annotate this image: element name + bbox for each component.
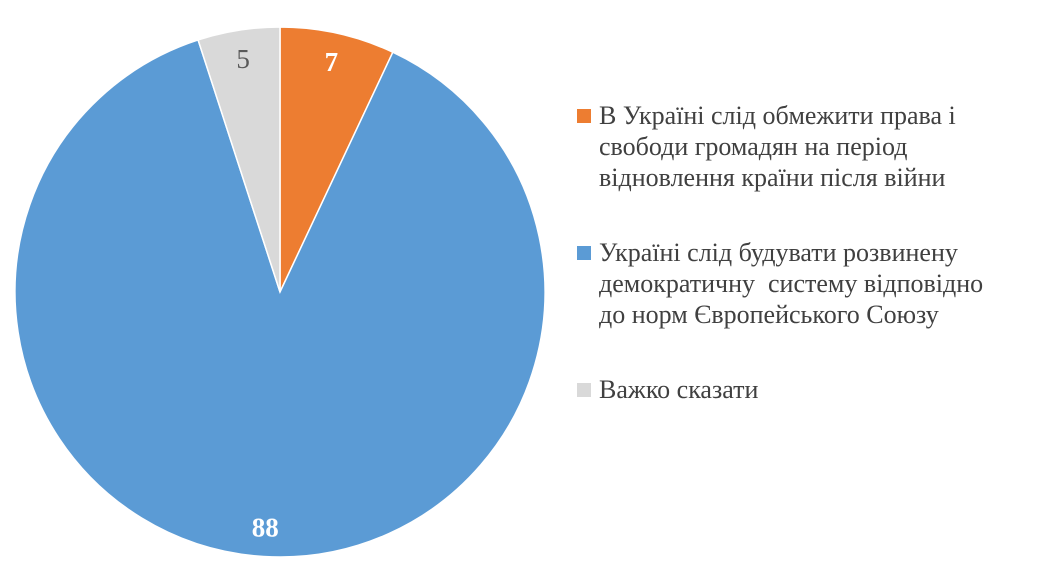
legend-item-limit-rights: В Україні слід обмежити права і свободи …	[577, 100, 1042, 193]
legend-label: Україні слід будувати розвинену демократ…	[599, 238, 984, 329]
pie-slice-1	[14, 39, 546, 558]
pie-slice-0	[279, 26, 394, 293]
legend-marker-gray-icon	[577, 383, 591, 397]
legend-marker-orange-icon	[577, 109, 591, 123]
pie-slice-2	[197, 26, 281, 293]
legend-label: В Україні слід обмежити права і свободи …	[599, 101, 956, 192]
pie-value-label-2: 5	[236, 44, 250, 74]
legend-marker-blue-icon	[577, 246, 591, 260]
legend-item-democratic-system: Україні слід будувати розвинену демократ…	[577, 237, 1042, 330]
pie-value-label-1: 88	[252, 512, 279, 542]
pie-value-label-0: 7	[325, 47, 339, 77]
chart-legend: В Україні слід обмежити права і свободи …	[577, 100, 1042, 449]
legend-label: Важко сказати	[599, 375, 759, 404]
legend-item-hard-to-say: Важко сказати	[577, 374, 1042, 405]
pie-chart: 7 88 5	[14, 26, 546, 558]
